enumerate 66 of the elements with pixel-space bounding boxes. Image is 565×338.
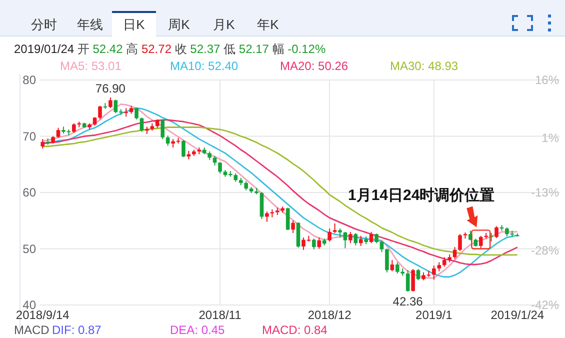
text: MA5: 53.01 xyxy=(60,59,122,73)
candlestick xyxy=(369,231,374,244)
candlestick xyxy=(343,231,348,249)
candlestick xyxy=(442,256,446,268)
candlestick xyxy=(312,238,316,250)
annotation: 76.90 xyxy=(95,81,126,96)
candlestick xyxy=(348,231,352,244)
candlestick xyxy=(395,262,400,274)
y-tick-label: 70 xyxy=(22,129,36,144)
candlestick xyxy=(416,268,420,281)
candlestick xyxy=(374,233,378,244)
candlestick xyxy=(385,248,389,273)
y-tick-label: 60 xyxy=(22,186,36,200)
candlestick xyxy=(56,127,60,138)
candlestick xyxy=(354,232,358,246)
candlestick xyxy=(291,220,295,234)
y-tick-label: 50 xyxy=(22,242,36,256)
candlestick xyxy=(358,235,363,246)
y2-tick-label: -13% xyxy=(530,186,560,200)
text: 年K xyxy=(257,17,280,32)
text: MACD: 0.84 xyxy=(262,323,328,337)
text: MA20: 50.26 xyxy=(280,59,348,73)
text: 分时 xyxy=(31,17,57,32)
candlestick xyxy=(406,270,410,292)
text: DIF: 0.87 xyxy=(52,323,102,337)
candlestick xyxy=(40,138,45,150)
annotation: 1月14日24时调价位置 xyxy=(348,187,495,204)
candlestick xyxy=(478,235,483,249)
text: 周K xyxy=(168,17,190,32)
candlestick xyxy=(260,191,264,220)
candlestick xyxy=(212,155,217,166)
text: 年线 xyxy=(77,17,103,32)
text: MA30: 48.93 xyxy=(390,59,458,73)
text: 2019/01/24 开 52.42 高 52.72 收 52.37 低 52.17 幅 -0.12% xyxy=(14,42,326,56)
text: MACD xyxy=(14,323,50,337)
candlestick xyxy=(390,260,394,272)
candlestick xyxy=(296,222,300,248)
candlestick xyxy=(317,237,322,250)
candlestick xyxy=(458,234,462,252)
candlestick xyxy=(494,226,498,239)
x-tick-label: 2019/1 xyxy=(416,308,453,322)
candlestick xyxy=(432,265,436,280)
y2-tick-label: 1% xyxy=(542,131,560,146)
y-tick-label: 80 xyxy=(22,73,36,87)
text: DEA: 0.45 xyxy=(170,323,226,337)
candlestick xyxy=(98,105,102,120)
candlestick xyxy=(108,96,112,109)
text: 月K xyxy=(213,17,236,32)
text: MA10: 52.40 xyxy=(170,59,238,73)
candlestick xyxy=(380,240,384,253)
candlestick xyxy=(72,122,76,134)
candlestick xyxy=(160,119,165,140)
text: 日K xyxy=(123,17,146,32)
x-tick-label: 2018/12 xyxy=(308,308,352,322)
candlestick xyxy=(332,222,337,234)
candlestick xyxy=(286,207,290,231)
candlestick xyxy=(328,228,332,242)
y2-tick-label: -28% xyxy=(530,244,560,258)
x-tick-label: 2018/11 xyxy=(198,308,242,322)
annotation: 42.36 xyxy=(392,294,424,309)
candlestick xyxy=(182,140,186,158)
y2-tick-label: 16% xyxy=(534,73,560,87)
candlestick xyxy=(265,211,269,222)
candlestick xyxy=(218,162,222,174)
candlestick xyxy=(411,268,415,292)
candlestick xyxy=(134,107,138,120)
